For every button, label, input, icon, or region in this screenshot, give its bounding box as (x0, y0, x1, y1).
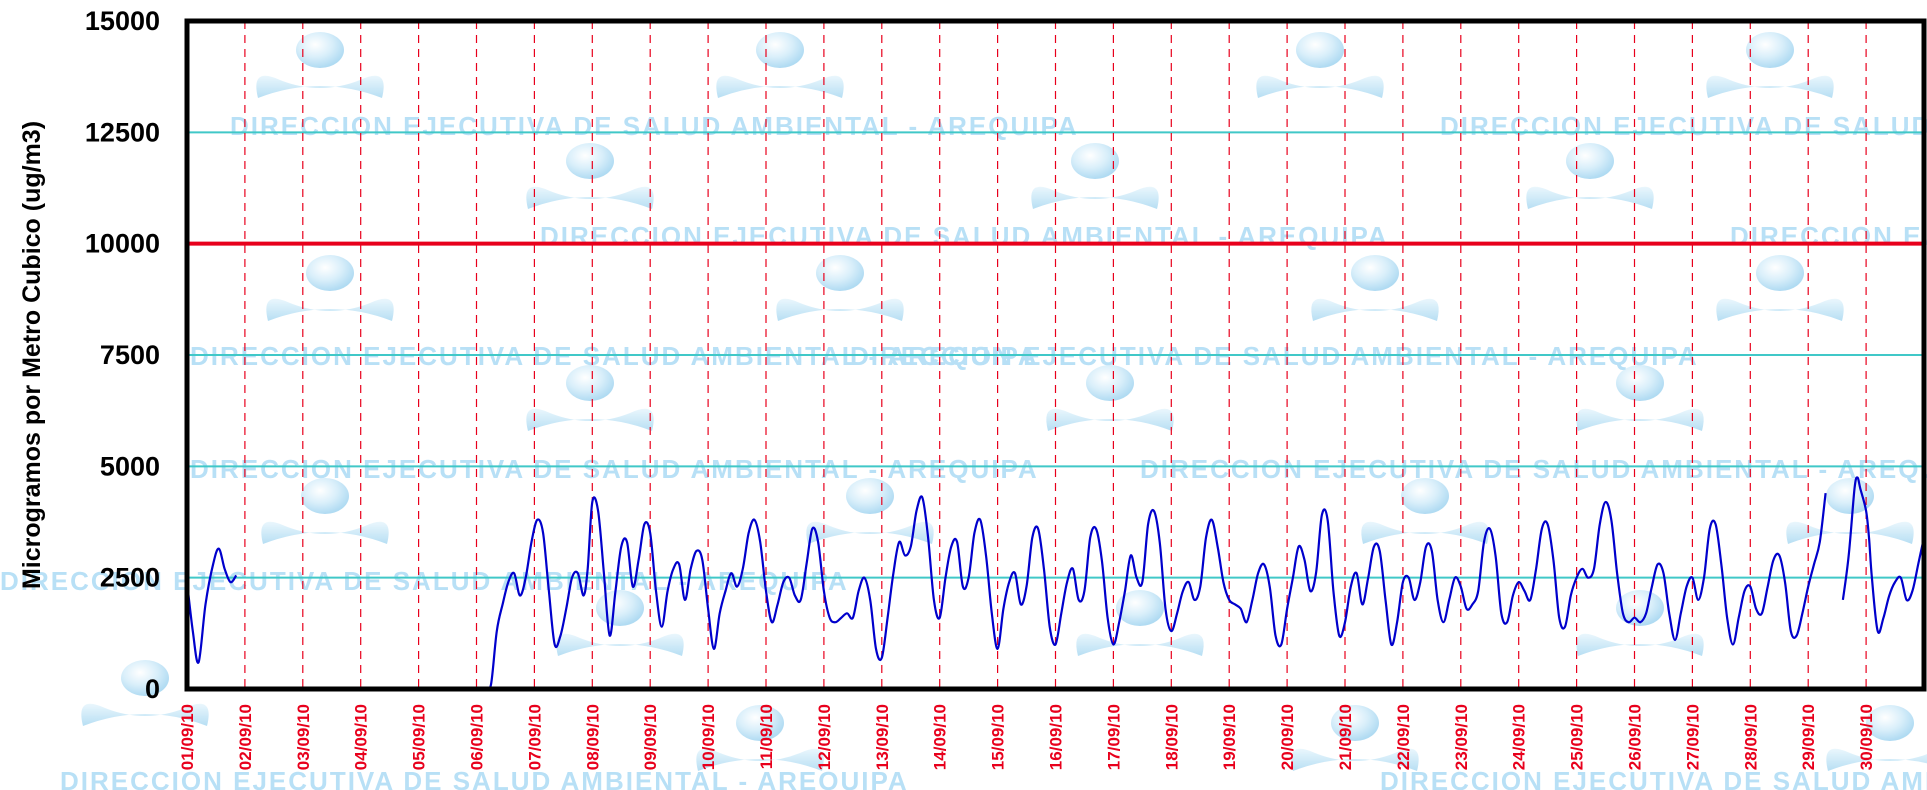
x-tick-label: 19/09/10 (1220, 704, 1239, 770)
y-tick-label: 2500 (100, 563, 160, 593)
x-tick-label: 26/09/10 (1626, 704, 1645, 770)
watermark-text: DIRECCION EJECUTIVA DE SALUD AMBIENTAL -… (1140, 454, 1927, 484)
watermark-logo (526, 365, 654, 431)
y-tick-label: 7500 (100, 340, 160, 370)
y-tick-label: 12500 (85, 117, 160, 147)
x-tick-label: 22/09/10 (1394, 704, 1413, 770)
watermark-logo (806, 478, 934, 544)
watermark-logo (81, 660, 209, 726)
watermark-logo (1526, 143, 1654, 209)
watermark-text: DIRECCION EJECUTIVA DE SALUD AMBIENTAL -… (1730, 221, 1927, 251)
x-tick-label: 12/09/10 (815, 704, 834, 770)
watermark-logo (261, 478, 389, 544)
watermark-logo (1361, 478, 1489, 544)
series-segment (187, 547, 238, 664)
watermark-logo (1291, 705, 1419, 771)
x-tick-label: 16/09/10 (1047, 704, 1066, 770)
watermark-text: DIRECCION EJECUTIVA DE SALUD AMBIENTAL -… (540, 221, 1389, 251)
x-tick-label: 05/09/10 (410, 704, 429, 770)
watermark-logo (1576, 365, 1704, 431)
x-tick-label: 25/09/10 (1568, 704, 1587, 770)
x-tick-label: 18/09/10 (1162, 704, 1181, 770)
x-tick-label: 10/09/10 (699, 704, 718, 770)
watermark-logo (1576, 590, 1704, 656)
watermark-logo (1031, 143, 1159, 209)
y-tick-label: 5000 (100, 451, 160, 481)
series-line (187, 476, 1924, 689)
watermark-logo (1256, 32, 1384, 98)
x-tick-label: 14/09/10 (931, 704, 950, 770)
x-tick-label: 28/09/10 (1741, 704, 1760, 770)
x-tick-label: 04/09/10 (352, 704, 371, 770)
y-axis-ticks: 0 2500 5000 7500 10000 12500 15000 (85, 6, 160, 704)
series-segment (1841, 476, 1924, 634)
watermark-text: DIRECCION EJECUTIVA DE SALUD AMBIENTAL -… (190, 454, 1039, 484)
watermark-logo (526, 143, 654, 209)
watermark-logo (1046, 365, 1174, 431)
watermark-text: DIRECCION EJECUTIVA DE SALUD AMBIENTAL -… (60, 766, 909, 790)
watermark-text: DIRECCION EJECUTIVA DE SALUD AMBIENTAL -… (1440, 111, 1927, 141)
watermark-logo (256, 32, 384, 98)
x-tick-label: 09/09/10 (641, 704, 660, 770)
watermark-text: DIRECCION EJECUTIVA DE SALUD AMBIENTAL -… (1380, 766, 1927, 790)
x-tick-label: 29/09/10 (1799, 704, 1818, 770)
y-tick-label: 0 (145, 674, 160, 704)
watermark-logo (266, 255, 394, 321)
x-tick-label: 24/09/10 (1510, 704, 1529, 770)
x-tick-label: 03/09/10 (294, 704, 313, 770)
watermark-logo (1311, 255, 1439, 321)
watermark-logo (696, 705, 824, 771)
x-tick-label: 20/09/10 (1278, 704, 1297, 770)
watermark-logo (1826, 705, 1927, 771)
plot-frame (184, 18, 1927, 692)
watermark-logo (776, 255, 904, 321)
x-tick-label: 02/09/10 (236, 704, 255, 770)
watermark-logo (556, 590, 684, 656)
x-tick-label: 30/09/10 (1857, 704, 1876, 770)
x-tick-label: 11/09/10 (757, 704, 776, 769)
watermark-logo (1706, 32, 1834, 98)
watermark: DIRECCION EJECUTIVA DE SALUD AMBIENTAL -… (0, 32, 1927, 790)
x-tick-label: 07/09/10 (525, 704, 544, 770)
x-tick-label: 17/09/10 (1104, 704, 1123, 770)
y-axis-label: Microgramos por Metro Cubico (ug/m3) (18, 121, 46, 589)
watermark-logo (1716, 255, 1844, 321)
grid (187, 21, 1924, 689)
watermark-text: DIRECCION EJECUTIVA DE SALUD AMBIENTAL -… (230, 111, 1079, 141)
x-tick-label: 08/09/10 (583, 704, 602, 770)
x-axis-ticks: 01/09/10 02/09/10 03/09/10 04/09/10 05/09/10… (178, 704, 1876, 770)
watermark-logo (716, 32, 844, 98)
y-tick-label: 10000 (85, 229, 160, 259)
x-tick-label: 01/09/10 (178, 704, 197, 770)
x-tick-label: 06/09/10 (468, 704, 487, 770)
x-tick-label: 15/09/10 (989, 704, 1008, 770)
y-tick-label: 15000 (85, 6, 160, 36)
x-tick-label: 21/09/10 (1336, 704, 1355, 770)
series-segment (484, 492, 1827, 689)
x-tick-label: 27/09/10 (1683, 704, 1702, 770)
watermark-logo (1076, 590, 1204, 656)
x-tick-label: 23/09/10 (1452, 704, 1471, 770)
x-tick-label: 13/09/10 (873, 704, 892, 770)
